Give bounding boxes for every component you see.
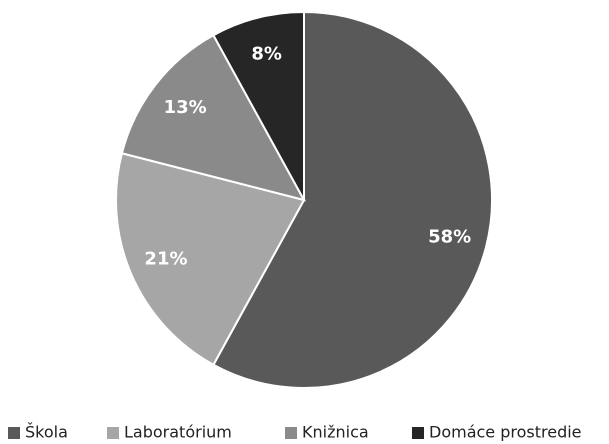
legend-swatch [8,427,20,439]
legend-swatch [285,427,297,439]
legend-label: Domáce prostredie [429,423,582,442]
pie-slice [212,10,493,389]
data-label: 8% [251,43,282,64]
data-label: 21% [144,249,187,270]
pie-slice [120,33,306,202]
pie-slice [212,10,305,201]
legend-swatch [107,427,119,439]
legend-label: Škola [25,423,68,442]
pie-slice [115,152,306,367]
legend-label: Knižnica [302,423,369,442]
data-label: 58% [428,226,471,247]
legend-label: Laboratórium [124,423,232,442]
legend-swatch [412,427,424,439]
data-label: 13% [164,97,207,118]
